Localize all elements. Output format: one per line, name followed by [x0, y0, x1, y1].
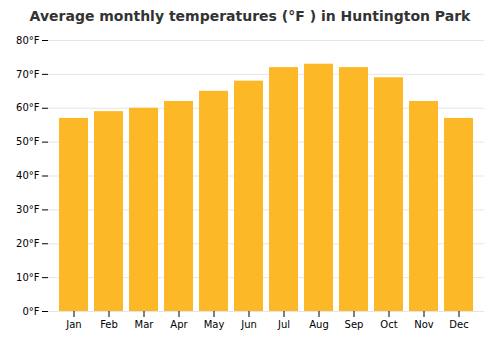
- svg-text:Sep: Sep: [345, 319, 364, 330]
- svg-text:10°F: 10°F: [16, 272, 40, 283]
- svg-text:30°F: 30°F: [16, 204, 40, 215]
- svg-text:Jun: Jun: [240, 319, 257, 330]
- svg-text:May: May: [204, 319, 225, 330]
- svg-text:Jan: Jan: [65, 319, 81, 330]
- svg-text:Apr: Apr: [170, 319, 188, 330]
- svg-text:20°F: 20°F: [16, 238, 40, 249]
- svg-text:80°F: 80°F: [16, 35, 40, 46]
- svg-text:70°F: 70°F: [16, 69, 40, 80]
- svg-text:40°F: 40°F: [16, 170, 40, 181]
- svg-text:Jul: Jul: [277, 319, 290, 330]
- svg-text:60°F: 60°F: [16, 102, 40, 113]
- svg-text:Aug: Aug: [309, 319, 329, 330]
- svg-text:Oct: Oct: [380, 319, 397, 330]
- svg-text:Nov: Nov: [414, 319, 434, 330]
- svg-text:0°F: 0°F: [22, 306, 39, 317]
- svg-text:Mar: Mar: [135, 319, 155, 330]
- html-text:Average monthly temperatures (: Average monthly temperatures (°F ) in Hu…: [29, 8, 471, 24]
- svg-text:Dec: Dec: [449, 319, 468, 330]
- svg-text:50°F: 50°F: [16, 136, 40, 147]
- svg-text:Feb: Feb: [100, 319, 118, 330]
